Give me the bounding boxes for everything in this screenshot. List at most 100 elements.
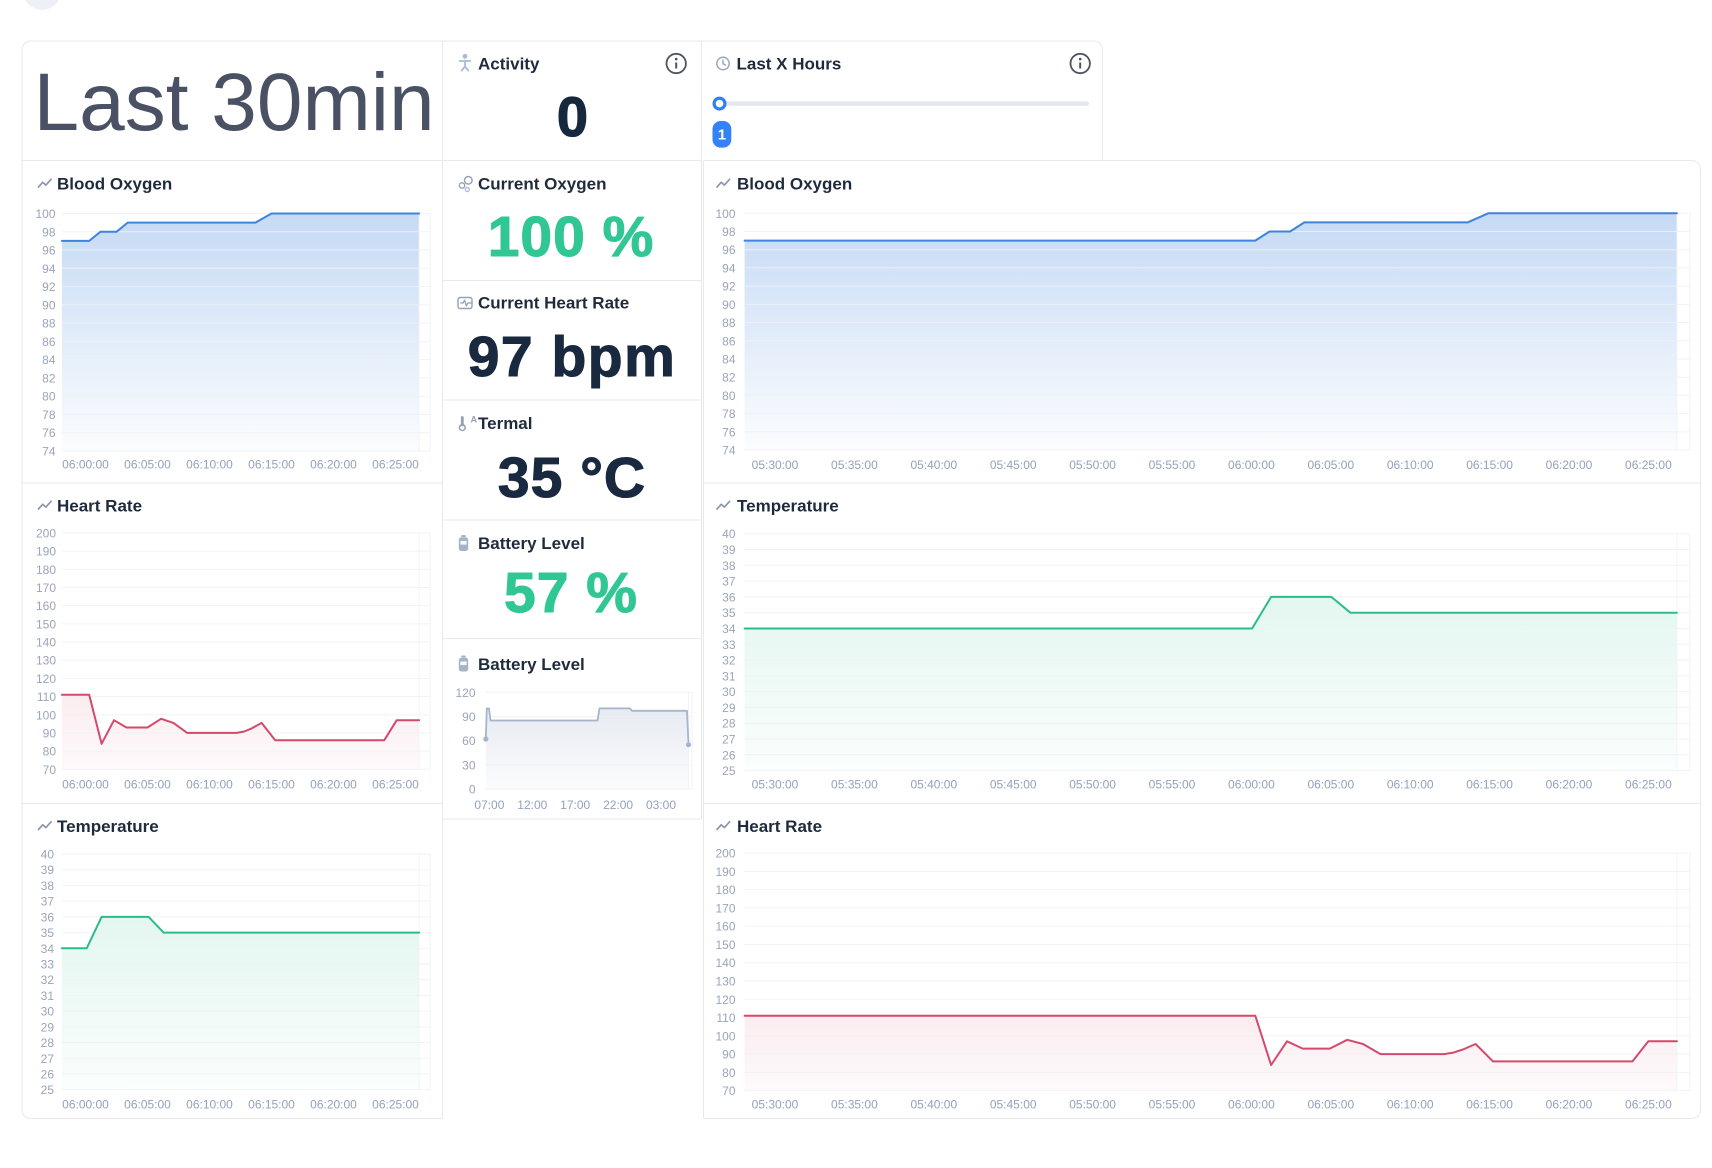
svg-text:86: 86 bbox=[722, 334, 736, 348]
svg-text:Battery Level: Battery Level bbox=[478, 655, 585, 674]
svg-text:57 %: 57 % bbox=[504, 561, 638, 625]
svg-text:100: 100 bbox=[715, 1029, 735, 1043]
svg-text:140: 140 bbox=[36, 636, 56, 650]
svg-text:35: 35 bbox=[41, 926, 55, 940]
svg-text:06:25:00: 06:25:00 bbox=[1625, 458, 1672, 472]
svg-text:180: 180 bbox=[715, 883, 735, 897]
svg-text:27: 27 bbox=[41, 1052, 55, 1066]
svg-text:05:35:00: 05:35:00 bbox=[831, 1098, 878, 1112]
svg-text:05:45:00: 05:45:00 bbox=[990, 458, 1037, 472]
svg-text:06:00:00: 06:00:00 bbox=[62, 778, 109, 792]
svg-text:05:45:00: 05:45:00 bbox=[990, 1098, 1037, 1112]
svg-text:05:50:00: 05:50:00 bbox=[1069, 1098, 1116, 1112]
svg-text:06:10:00: 06:10:00 bbox=[186, 778, 233, 792]
svg-text:05:30:00: 05:30:00 bbox=[752, 778, 799, 792]
svg-text:88: 88 bbox=[722, 316, 736, 330]
svg-text:35: 35 bbox=[722, 606, 736, 620]
svg-text:25: 25 bbox=[41, 1083, 55, 1097]
svg-text:100: 100 bbox=[36, 708, 56, 722]
svg-text:86: 86 bbox=[42, 335, 56, 349]
svg-text:Blood Oxygen: Blood Oxygen bbox=[57, 175, 172, 194]
svg-text:96: 96 bbox=[722, 243, 736, 257]
svg-text:06:10:00: 06:10:00 bbox=[1387, 778, 1434, 792]
svg-text:76: 76 bbox=[722, 425, 736, 439]
svg-text:130: 130 bbox=[36, 654, 56, 668]
svg-text:06:05:00: 06:05:00 bbox=[1307, 1098, 1354, 1112]
svg-text:34: 34 bbox=[41, 942, 55, 956]
svg-text:Termal: Termal bbox=[478, 414, 533, 433]
svg-text:Temperature: Temperature bbox=[57, 817, 159, 836]
svg-text:110: 110 bbox=[716, 1011, 735, 1025]
svg-text:140: 140 bbox=[715, 956, 735, 970]
svg-text:05:50:00: 05:50:00 bbox=[1069, 778, 1116, 792]
svg-text:06:15:00: 06:15:00 bbox=[248, 778, 295, 792]
svg-text:90: 90 bbox=[722, 1048, 736, 1062]
svg-text:100: 100 bbox=[715, 207, 735, 221]
svg-text:06:25:00: 06:25:00 bbox=[1625, 1098, 1672, 1112]
svg-text:90: 90 bbox=[42, 298, 56, 312]
svg-text:180: 180 bbox=[36, 563, 56, 577]
svg-text:06:05:00: 06:05:00 bbox=[124, 778, 171, 792]
svg-text:88: 88 bbox=[42, 317, 56, 331]
svg-text:98: 98 bbox=[42, 225, 56, 239]
svg-text:94: 94 bbox=[42, 262, 56, 276]
svg-text:84: 84 bbox=[42, 353, 56, 367]
svg-text:05:40:00: 05:40:00 bbox=[910, 1098, 957, 1112]
svg-text:06:20:00: 06:20:00 bbox=[310, 778, 357, 792]
svg-text:05:55:00: 05:55:00 bbox=[1149, 458, 1196, 472]
svg-text:78: 78 bbox=[42, 408, 56, 422]
svg-text:78: 78 bbox=[722, 407, 736, 421]
svg-text:120: 120 bbox=[715, 993, 735, 1007]
svg-text:80: 80 bbox=[722, 1066, 736, 1080]
svg-text:06:05:00: 06:05:00 bbox=[1307, 458, 1354, 472]
svg-text:06:20:00: 06:20:00 bbox=[310, 1098, 357, 1112]
svg-text:A: A bbox=[471, 415, 478, 425]
svg-text:05:30:00: 05:30:00 bbox=[752, 1098, 799, 1112]
svg-text:27: 27 bbox=[722, 733, 736, 747]
svg-text:06:25:00: 06:25:00 bbox=[372, 778, 419, 792]
svg-text:120: 120 bbox=[455, 686, 475, 700]
svg-text:06:00:00: 06:00:00 bbox=[62, 458, 109, 472]
svg-text:Temperature: Temperature bbox=[737, 497, 839, 516]
svg-text:28: 28 bbox=[41, 1036, 55, 1050]
svg-text:Battery Level: Battery Level bbox=[478, 534, 585, 553]
svg-text:12:00: 12:00 bbox=[517, 798, 547, 812]
svg-text:110: 110 bbox=[37, 690, 56, 704]
svg-text:06:10:00: 06:10:00 bbox=[186, 1098, 233, 1112]
svg-text:40: 40 bbox=[41, 848, 55, 862]
svg-text:29: 29 bbox=[722, 701, 736, 715]
svg-text:92: 92 bbox=[722, 280, 736, 294]
svg-text:Activity: Activity bbox=[478, 55, 540, 74]
svg-text:22:00: 22:00 bbox=[603, 798, 633, 812]
svg-text:05:40:00: 05:40:00 bbox=[910, 458, 957, 472]
svg-text:06:15:00: 06:15:00 bbox=[248, 458, 295, 472]
svg-text:150: 150 bbox=[36, 617, 56, 631]
svg-text:30: 30 bbox=[41, 1005, 55, 1019]
svg-text:30: 30 bbox=[722, 685, 736, 699]
svg-text:100: 100 bbox=[35, 207, 55, 221]
svg-text:39: 39 bbox=[41, 863, 55, 877]
svg-text:06:00:00: 06:00:00 bbox=[1228, 778, 1275, 792]
svg-text:160: 160 bbox=[36, 599, 56, 613]
svg-text:30: 30 bbox=[462, 758, 476, 772]
svg-text:06:15:00: 06:15:00 bbox=[1466, 458, 1513, 472]
svg-text:33: 33 bbox=[41, 957, 55, 971]
svg-text:31: 31 bbox=[722, 669, 736, 683]
svg-text:38: 38 bbox=[722, 559, 736, 573]
svg-text:06:15:00: 06:15:00 bbox=[248, 1098, 295, 1112]
svg-text:76: 76 bbox=[42, 426, 56, 440]
svg-text:170: 170 bbox=[715, 901, 735, 915]
svg-text:130: 130 bbox=[715, 974, 735, 988]
svg-text:120: 120 bbox=[36, 672, 56, 686]
svg-text:32: 32 bbox=[41, 973, 55, 987]
svg-text:82: 82 bbox=[42, 371, 56, 385]
svg-text:26: 26 bbox=[41, 1067, 55, 1081]
svg-text:Current Heart Rate: Current Heart Rate bbox=[478, 294, 629, 313]
svg-text:160: 160 bbox=[715, 920, 735, 934]
svg-text:84: 84 bbox=[722, 352, 736, 366]
svg-text:90: 90 bbox=[722, 298, 736, 312]
svg-text:05:50:00: 05:50:00 bbox=[1069, 458, 1116, 472]
svg-text:06:15:00: 06:15:00 bbox=[1466, 778, 1513, 792]
svg-text:60: 60 bbox=[462, 734, 476, 748]
svg-text:Heart Rate: Heart Rate bbox=[57, 497, 142, 516]
